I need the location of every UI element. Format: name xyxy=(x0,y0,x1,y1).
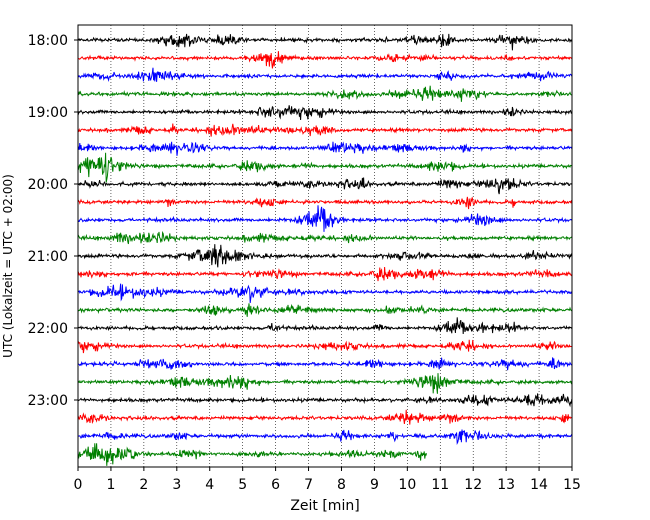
seismogram-trace xyxy=(77,177,573,195)
seismogram-trace xyxy=(77,339,572,354)
x-axis-ticks: 0 1 2 3 4 5 6 7 8 9 10 11 12 13 14 15 xyxy=(74,467,581,493)
seismogram-trace xyxy=(77,230,573,245)
seismogram-trace xyxy=(77,85,572,102)
x-tick-label: 8 xyxy=(337,477,346,493)
seismogram-trace xyxy=(77,123,573,137)
x-tick-label: 4 xyxy=(205,477,214,493)
y-tick-label: 21:00 xyxy=(28,249,68,265)
seismogram-trace xyxy=(77,51,573,69)
plot-frame xyxy=(77,24,573,468)
x-tick-label: 11 xyxy=(431,477,449,493)
x-tick-label: 12 xyxy=(464,477,482,493)
x-tick-label: 15 xyxy=(563,477,581,493)
seismogram-traces xyxy=(77,33,573,466)
x-tick-label: 2 xyxy=(139,477,148,493)
seismogram-trace xyxy=(77,303,573,317)
seismogram-trace xyxy=(77,244,573,268)
y-tick-label: 23:00 xyxy=(28,393,68,409)
seismogram-trace xyxy=(77,105,573,121)
seismogram-trace xyxy=(77,141,573,156)
seismogram-trace xyxy=(77,205,573,232)
x-tick-label: 9 xyxy=(370,477,379,493)
seismogram-trace xyxy=(77,443,428,466)
seismogram-trace xyxy=(77,152,573,183)
x-tick-label: 7 xyxy=(304,477,313,493)
seismogram-trace xyxy=(77,409,572,425)
x-tick-label: 6 xyxy=(271,477,280,493)
seismogram-trace xyxy=(77,393,573,408)
seismogram-trace xyxy=(77,67,573,83)
seismogram-trace xyxy=(77,33,573,51)
x-tick-label: 0 xyxy=(74,477,83,493)
y-tick-label: 22:00 xyxy=(28,321,68,337)
seismogram-trace xyxy=(77,266,573,282)
seismogram-trace xyxy=(77,373,573,394)
seismogram-trace xyxy=(77,357,573,371)
y-axis-label: UTC (Lokalzeit = UTC + 02:00) xyxy=(1,174,15,358)
x-tick-label: 1 xyxy=(106,477,115,493)
x-tick-label: 5 xyxy=(238,477,247,493)
y-tick-label: 18:00 xyxy=(28,33,68,49)
x-tick-label: 10 xyxy=(398,477,416,493)
y-tick-label: 19:00 xyxy=(28,105,68,121)
seismogram-trace xyxy=(77,317,573,335)
seismogram-trace xyxy=(77,283,573,304)
x-tick-label: 14 xyxy=(530,477,548,493)
seismogram-trace xyxy=(77,429,573,446)
x-tick-label: 13 xyxy=(497,477,515,493)
seismogram-trace xyxy=(77,196,573,210)
y-axis-ticks: 18:00 19:00 20:00 21:00 22:00 23:00 xyxy=(28,33,78,409)
x-axis-label: Zeit [min] xyxy=(290,498,359,514)
x-tick-label: 3 xyxy=(172,477,181,493)
y-tick-label: 20:00 xyxy=(28,177,68,193)
